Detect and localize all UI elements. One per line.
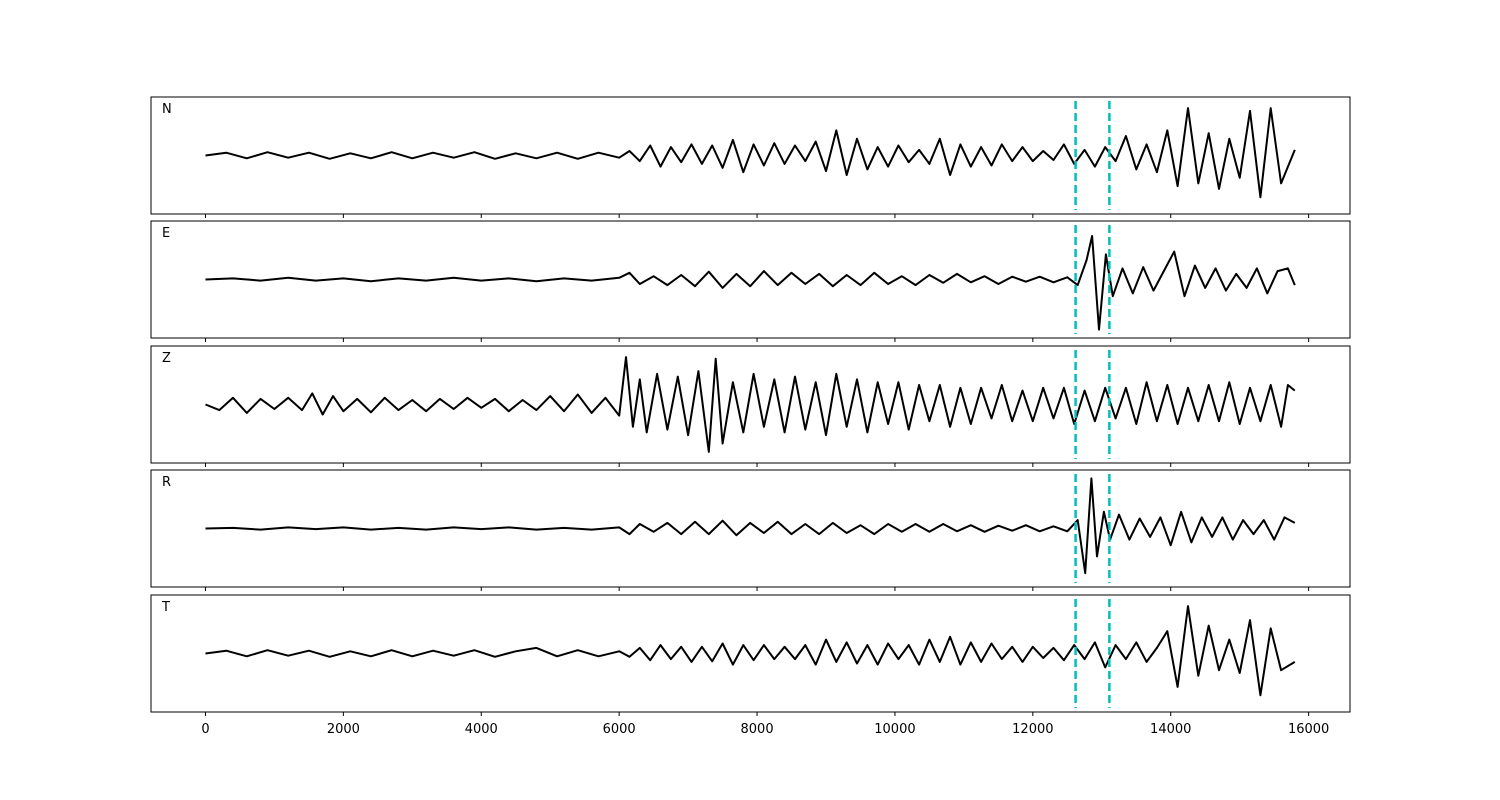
panel-label-e: E: [162, 226, 170, 241]
trace-t: [205, 605, 1296, 697]
x-tick-label: 12000: [1012, 722, 1053, 737]
panel-label-r: R: [162, 475, 171, 490]
panel-frame: [150, 96, 1351, 215]
x-tick-label: 14000: [1150, 722, 1191, 737]
panel-label-t: T: [161, 600, 170, 615]
panel-e: E: [150, 220, 1351, 342]
trace-z: [205, 356, 1296, 453]
x-tick-label: 16000: [1288, 722, 1329, 737]
trace-e: [205, 235, 1296, 331]
panel-label-n: N: [162, 102, 172, 117]
x-tick-label: 4000: [465, 722, 498, 737]
x-tick-label: 6000: [603, 722, 636, 737]
panel-n: N: [150, 96, 1351, 218]
x-tick-label: 2000: [327, 722, 360, 737]
panel-frame: [150, 345, 1351, 464]
trace-n: [205, 107, 1296, 199]
x-tick-label: 0: [201, 722, 209, 737]
x-tick-label: 8000: [741, 722, 774, 737]
trace-r: [205, 477, 1296, 575]
panel-r: R: [150, 469, 1351, 591]
panel-frame: [150, 220, 1351, 339]
panel-z: Z: [150, 345, 1351, 467]
panel-label-z: Z: [162, 351, 171, 366]
panel-frame: [150, 594, 1351, 713]
panel-t: T: [150, 594, 1351, 716]
panel-frame: [150, 469, 1351, 588]
x-tick-label: 10000: [874, 722, 915, 737]
